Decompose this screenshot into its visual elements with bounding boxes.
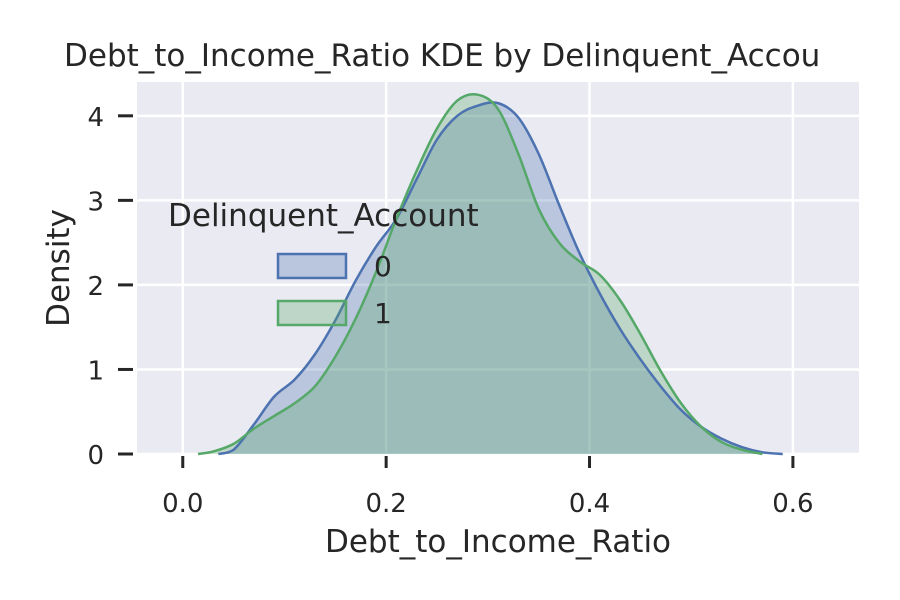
kde-line-series-1 — [197, 92, 763, 456]
legend-label-series-0: 0 — [374, 250, 392, 283]
x-tick-label: 0.0 — [162, 489, 203, 519]
kde-line-series-0 — [218, 101, 783, 456]
y-axis-ticks: 0 1 2 3 4 — [87, 103, 133, 471]
chart-title: Debt_to_Income_Ratio KDE by Delinquent_A… — [64, 38, 820, 74]
kde-lines — [197, 92, 783, 456]
legend-label-series-1: 1 — [374, 297, 392, 330]
y-tick-label: 1 — [87, 356, 104, 386]
legend: Delinquent_Account 01 — [168, 198, 479, 330]
x-axis-label: Debt_to_Income_Ratio — [325, 524, 671, 560]
plot-background — [137, 82, 859, 454]
x-tick-label: 0.6 — [772, 489, 813, 519]
kde-area-series-0 — [218, 102, 783, 454]
legend-title: Delinquent_Account — [168, 198, 479, 234]
y-axis-label: Density — [41, 209, 77, 327]
x-tick-label: 0.4 — [569, 489, 610, 519]
kde-areas — [198, 94, 783, 454]
legend-items: 01 — [276, 250, 392, 330]
x-tick-label: 0.2 — [365, 489, 406, 519]
legend-swatch-series-0 — [276, 252, 348, 280]
legend-swatch-series-1 — [276, 299, 348, 327]
kde-area-series-1 — [198, 94, 763, 454]
y-tick-label: 0 — [87, 441, 104, 471]
y-tick-label: 4 — [87, 103, 104, 133]
y-tick-label: 3 — [87, 187, 104, 217]
x-axis-ticks: 0.0 0.2 0.4 0.6 — [162, 456, 814, 519]
y-tick-label: 2 — [87, 272, 104, 302]
